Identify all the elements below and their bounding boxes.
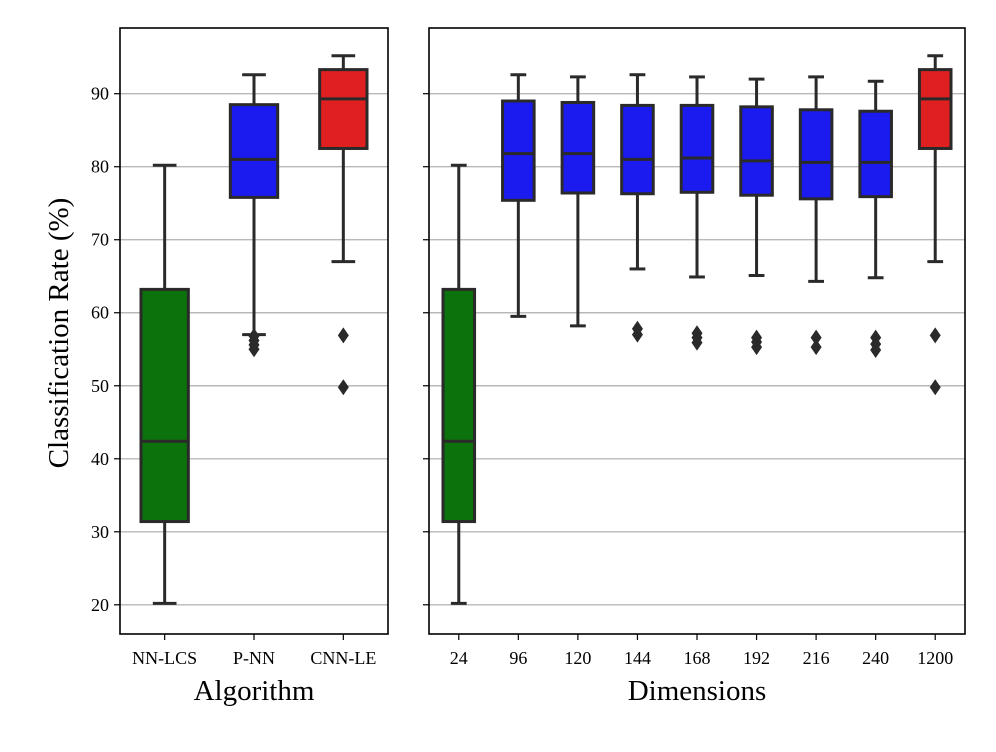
box-216 [798, 108, 834, 201]
outlier-marker [810, 329, 822, 346]
x-tick-label: 168 [684, 648, 711, 668]
y-tick-label: 70 [91, 230, 109, 250]
outlier-marker [751, 329, 763, 346]
x-tick-label: 192 [743, 648, 770, 668]
y-tick-label: 90 [91, 84, 109, 104]
box-96 [501, 99, 536, 202]
x-tick-label: CNN-LE [310, 648, 376, 668]
outlier-marker [691, 325, 703, 342]
x-tick-label: 1200 [917, 648, 953, 668]
y-tick-label: 30 [91, 522, 109, 542]
box-144 [620, 103, 655, 196]
box-168 [679, 103, 715, 194]
x-tick-label: 96 [509, 648, 527, 668]
box-240 [858, 109, 893, 199]
outlier-marker [337, 379, 349, 396]
x-tick-label: 24 [450, 648, 468, 668]
box-NN-LCS [139, 287, 190, 524]
x-tick-label: 216 [803, 648, 830, 668]
y-tick-label: 20 [91, 595, 109, 615]
x-tick-label: P-NN [233, 648, 275, 668]
x-axis-title-algorithm: Algorithm [194, 675, 315, 707]
y-tick-label: 50 [91, 376, 109, 396]
box-24 [441, 287, 477, 524]
box-1200 [917, 68, 953, 150]
y-tick-label: 80 [91, 157, 109, 177]
y-tick-label: 40 [91, 449, 109, 469]
outlier-marker [929, 327, 941, 344]
outlier-marker [631, 320, 643, 337]
box-P-NN [228, 103, 280, 199]
outlier-marker [337, 327, 349, 344]
x-tick-label: 120 [564, 648, 591, 668]
plot-frame [428, 27, 966, 635]
outlier-marker [810, 339, 822, 356]
panel-algorithm: 20 30 40 50 60 70 80 90 NN-LCS P-NN CNN-LE [91, 27, 389, 668]
x-tick-label: 144 [624, 648, 651, 668]
box-120 [560, 100, 596, 195]
plot-frame [119, 27, 389, 635]
outlier-marker [929, 379, 941, 396]
x-tick-label: 240 [862, 648, 889, 668]
y-axis-title: Classification Rate (%) [43, 198, 75, 469]
panel-dimensions: 24 96 120 144 168 192 216 240 1200 [423, 27, 966, 668]
outlier-marker [870, 329, 882, 346]
outlier-marker [248, 328, 260, 345]
box-CNN-LE [318, 68, 369, 150]
x-axis-title-dimensions: Dimensions [628, 675, 767, 707]
box-192 [739, 105, 774, 197]
y-tick-label: 60 [91, 303, 109, 323]
x-tick-label: NN-LCS [132, 648, 197, 668]
